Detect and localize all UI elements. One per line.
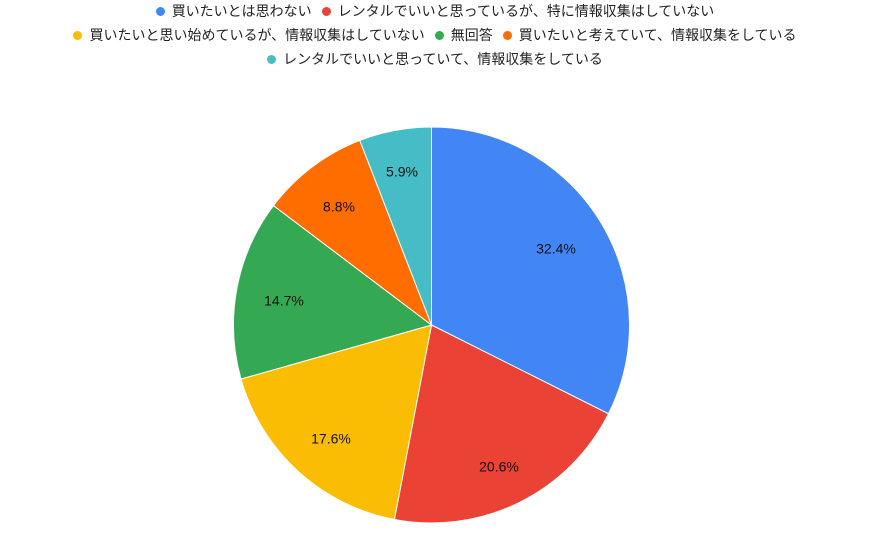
slice-percentage-label: 17.6% <box>311 431 351 447</box>
legend-dot-icon <box>434 30 444 40</box>
legend-item-buying-researching[interactable]: 買いたいと考えていて、情報収集をしている <box>502 25 797 45</box>
legend-item-rental-researching[interactable]: レンタルでいいと思っていて、情報収集をしている <box>267 49 603 69</box>
legend-dot-icon <box>267 54 277 64</box>
legend-item-rental-no-research[interactable]: レンタルでいいと思っているが、特に情報収集はしていない <box>321 1 715 21</box>
legend-row-1: 買いたいとは思わない レンタルでいいと思っているが、特に情報収集はしていない <box>0 1 870 21</box>
legend-row-3: レンタルでいいと思っていて、情報収集をしている <box>0 49 870 69</box>
slice-percentage-label: 32.4% <box>536 241 576 257</box>
slice-percentage-label: 8.8% <box>323 199 355 215</box>
slice-percentage-label: 5.9% <box>386 164 418 180</box>
pie-slice[interactable] <box>359 126 432 326</box>
legend-label: レンタルでいいと思っているが、特に情報収集はしていない <box>337 4 715 20</box>
pie-slice[interactable] <box>240 324 433 521</box>
legend-row-2: 買いたいと思い始めているが、情報収集はしていない 無回答 買いたいと考えていて、… <box>0 25 870 45</box>
slice-percentage-label: 14.7% <box>264 293 304 309</box>
pie-slice[interactable] <box>393 324 610 524</box>
pie-slice[interactable] <box>233 204 433 380</box>
legend-dot-icon <box>155 6 165 16</box>
slice-percentage-label: 20.6% <box>479 459 519 475</box>
pie-slice[interactable] <box>431 126 630 415</box>
legend-label: レンタルでいいと思っていて、情報収集をしている <box>283 52 603 68</box>
legend-item-no-answer[interactable]: 無回答 <box>434 25 493 45</box>
legend-dot-icon <box>73 30 83 40</box>
legend-dot-icon <box>502 30 512 40</box>
pie-slices <box>233 126 630 524</box>
legend-label: 買いたいとは思わない <box>171 4 312 20</box>
legend-label: 買いたいと考えていて、情報収集をしている <box>518 28 797 44</box>
legend-label: 無回答 <box>450 28 493 44</box>
legend-label: 買いたいと思い始めているが、情報収集はしていない <box>89 28 425 44</box>
legend-item-starting-no-research[interactable]: 買いたいと思い始めているが、情報収集はしていない <box>73 25 425 45</box>
legend-dot-icon <box>321 6 331 16</box>
pie-slice[interactable] <box>272 139 433 327</box>
legend-item-not-buying[interactable]: 買いたいとは思わない <box>155 1 312 21</box>
pie-labels: 32.4% 20.6% 17.6% 14.7% 8.8% 5.9% <box>264 164 576 475</box>
